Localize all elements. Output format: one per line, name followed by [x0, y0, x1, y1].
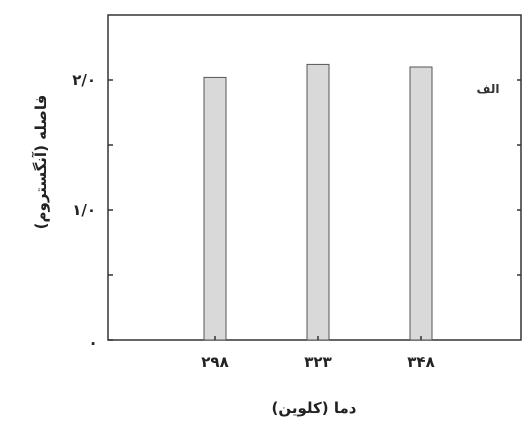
y-tick-label: ۲/۰ — [72, 71, 96, 89]
bars-group — [203, 63, 433, 341]
y-axis-title: فاصله (آنگستروم) — [32, 95, 50, 230]
x-axis-title: دما (کلوین) — [272, 399, 357, 417]
y-tick-label: . — [90, 331, 96, 349]
y-tick-label: ۱/۰ — [72, 201, 96, 219]
y-axis-ticks: . ۱/۰ ۲/۰ — [72, 71, 113, 349]
bar — [203, 76, 227, 341]
bar — [306, 63, 330, 341]
bar — [409, 66, 433, 341]
x-tick-label: ۳۲۳ — [304, 353, 331, 371]
right-axis-ticks — [517, 79, 521, 276]
annotation-label: الف — [477, 82, 500, 96]
x-axis-ticks: ۲۹۸ ۳۲۳ ۳۴۸ — [201, 336, 435, 371]
x-tick-label: ۲۹۸ — [201, 353, 228, 371]
x-tick-label: ۳۴۸ — [407, 353, 434, 371]
